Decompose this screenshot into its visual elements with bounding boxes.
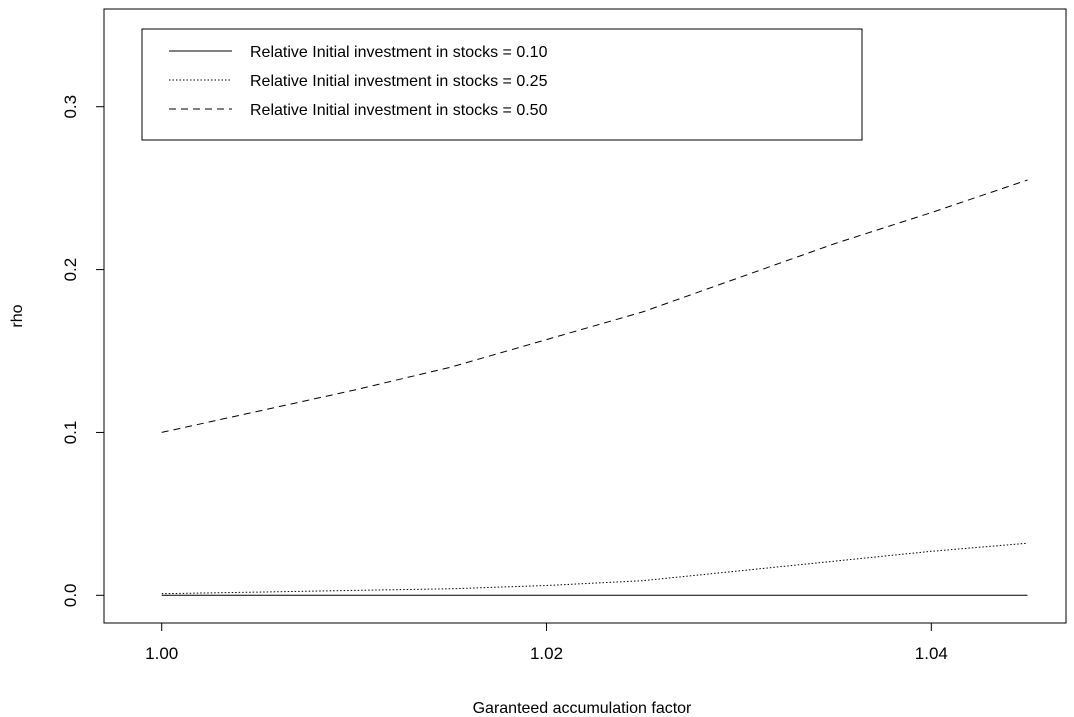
legend-label: Relative Initial investment in stocks = … [250,73,548,90]
series-line-dashed [161,179,1028,433]
y-axis: 0.0 0.1 0.2 0.3 [61,95,104,607]
x-tick-label: 1.02 [530,644,563,663]
y-tick-label: 0.0 [61,583,80,607]
series-layer [161,179,1028,596]
x-tick-label: 1.04 [915,644,948,663]
legend: Relative Initial investment in stocks = … [141,28,863,141]
legend-box [141,28,863,141]
x-axis: 1.00 1.02 1.04 [145,623,948,663]
y-tick-label: 0.3 [61,95,80,119]
y-tick-label: 0.2 [61,258,80,282]
x-tick-label: 1.00 [145,644,178,663]
y-axis-title: rho [9,304,26,327]
legend-label: Relative Initial investment in stocks = … [250,44,548,61]
series-line-dotted [161,542,1028,595]
x-axis-title: Garanteed accumulation factor [473,700,692,717]
plot-frame [103,8,1067,624]
y-tick-label: 0.1 [61,421,80,445]
legend-label: Relative Initial investment in stocks = … [250,102,548,119]
